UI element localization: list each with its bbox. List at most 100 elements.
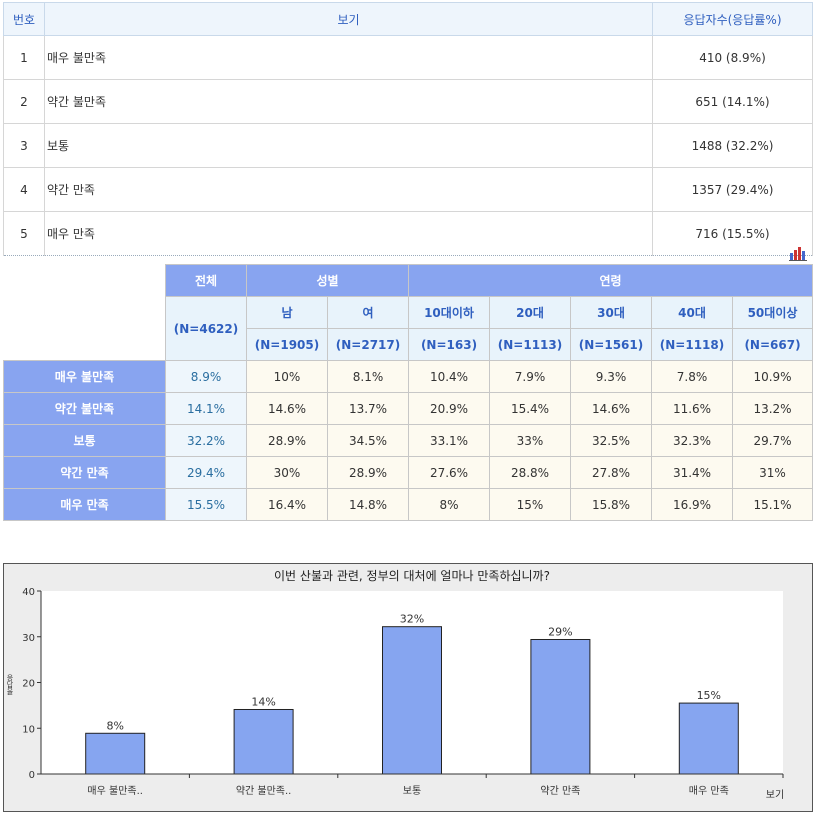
header-option: 보기 — [44, 2, 653, 36]
cell-value: 27.6% — [408, 456, 490, 489]
total-n: (N=4622) — [165, 296, 247, 361]
row-option: 약간 불만족 — [44, 79, 653, 124]
cell-value: 7.8% — [651, 360, 733, 393]
bar — [382, 626, 442, 775]
cell-value: 28.9% — [246, 424, 328, 457]
cell-value: 11.6% — [651, 392, 733, 425]
data-label: 15% — [697, 689, 721, 702]
cell-value: 32.5% — [570, 424, 652, 457]
cell-value: 32.3% — [651, 424, 733, 457]
cell-value: 28.8% — [489, 456, 571, 489]
row-option: 보통 — [44, 123, 653, 168]
cell-value: 15.1% — [732, 488, 813, 521]
age-col-30s: 30대 — [570, 296, 652, 329]
cell-value: 31.4% — [651, 456, 733, 489]
y-tick-label: 10 — [22, 724, 35, 735]
x-tick-label: 보통 — [403, 785, 421, 797]
row-number: 4 — [3, 167, 45, 212]
table-row: 매우 불만족 8.9% 10% 8.1% 10.4% 7.9% 9.3% 7.8… — [3, 360, 813, 393]
cell-value: 13.2% — [732, 392, 813, 425]
row-count: 410 (8.9%) — [652, 35, 813, 80]
x-tick-label: 약간 만족 — [540, 785, 580, 797]
age-n-teens: (N=163) — [408, 328, 490, 361]
cell-value: 28.9% — [327, 456, 409, 489]
bar — [233, 708, 294, 775]
cell-value: 16.4% — [246, 488, 328, 521]
y-tick-label: 40 — [22, 587, 35, 598]
table-row: 4 약간 만족 1357 (29.4%) — [3, 167, 813, 212]
row-number: 1 — [3, 35, 45, 80]
cell-value: 9.3% — [570, 360, 652, 393]
chart-title: 이번 산불과 관련, 정부의 대처에 얼마나 만족하십니까? — [274, 569, 550, 583]
y-tick-label: 30 — [22, 633, 35, 644]
cell-value: 16.9% — [651, 488, 733, 521]
bars: 8% 14% 32% 29% 15% — [85, 613, 739, 775]
bar-chart-panel: 이번 산불과 관련, 정부의 대처에 얼마나 만족하십니까? 0 10 20 30 40… — [3, 563, 813, 812]
gender-col-female: 여 — [327, 296, 409, 329]
row-count: 1488 (32.2%) — [652, 123, 813, 168]
row-total: 14.1% — [165, 392, 247, 425]
total-header: 전체 — [165, 264, 247, 297]
y-axis: 0 10 20 30 40 — [22, 587, 42, 781]
row-option: 매우 만족 — [44, 211, 653, 256]
row-label: 약간 불만족 — [3, 392, 166, 425]
header-number: 번호 — [3, 2, 45, 36]
row-total: 29.4% — [165, 456, 247, 489]
row-label: 매우 만족 — [3, 488, 166, 521]
row-total: 32.2% — [165, 424, 247, 457]
table-row: 약간 불만족 14.1% 14.6% 13.7% 20.9% 15.4% 14.… — [3, 392, 813, 425]
cell-value: 29.7% — [732, 424, 813, 457]
cell-value: 33% — [489, 424, 571, 457]
row-count: 1357 (29.4%) — [652, 167, 813, 212]
cell-value: 8% — [408, 488, 490, 521]
cell-value: 34.5% — [327, 424, 409, 457]
header-count: 응답자수(응답률%) — [652, 2, 813, 36]
table-row: 약간 만족 29.4% 30% 28.9% 27.6% 28.8% 27.8% … — [3, 456, 813, 489]
row-number: 2 — [3, 79, 45, 124]
bar-chart: 이번 산불과 관련, 정부의 대처에 얼마나 만족하십니까? 0 10 20 30 40… — [6, 569, 784, 801]
data-label: 29% — [548, 625, 572, 638]
bar — [678, 702, 739, 775]
data-label: 8% — [106, 719, 123, 732]
cell-value: 15.4% — [489, 392, 571, 425]
row-label: 매우 불만족 — [3, 360, 166, 393]
row-count: 651 (14.1%) — [652, 79, 813, 124]
table-row: 보통 32.2% 28.9% 34.5% 33.1% 33% 32.5% 32.… — [3, 424, 813, 457]
cell-value: 14.6% — [570, 392, 652, 425]
cell-value: 31% — [732, 456, 813, 489]
age-col-50plus: 50대이상 — [732, 296, 813, 329]
cell-value: 27.8% — [570, 456, 652, 489]
table-row: 매우 만족 15.5% 16.4% 14.8% 8% 15% 15.8% 16.… — [3, 488, 813, 521]
age-n-50plus: (N=667) — [732, 328, 813, 361]
cell-value: 14.6% — [246, 392, 328, 425]
table-row: 2 약간 불만족 651 (14.1%) — [3, 79, 813, 124]
data-label: 14% — [251, 695, 275, 708]
row-count: 716 (15.5%) — [652, 211, 813, 256]
x-tick-label: 매우 불만족.. — [87, 785, 143, 797]
age-n-30s: (N=1561) — [570, 328, 652, 361]
cell-value: 8.1% — [327, 360, 409, 393]
table-row: 5 매우 만족 716 (15.5%) — [3, 211, 813, 256]
bar-chart-icon[interactable] — [789, 245, 807, 261]
cell-value: 13.7% — [327, 392, 409, 425]
row-number: 5 — [3, 211, 45, 256]
row-label: 약간 만족 — [3, 456, 166, 489]
row-label: 보통 — [3, 424, 166, 457]
cell-value: 7.9% — [489, 360, 571, 393]
age-n-40s: (N=1118) — [651, 328, 733, 361]
x-axis-label: 보기 — [766, 789, 784, 801]
row-total: 8.9% — [165, 360, 247, 393]
cell-value: 30% — [246, 456, 328, 489]
age-col-20s: 20대 — [489, 296, 571, 329]
cell-value: 10.9% — [732, 360, 813, 393]
y-tick-label: 20 — [22, 679, 35, 690]
row-option: 매우 불만족 — [44, 35, 653, 80]
cell-value: 10.4% — [408, 360, 490, 393]
x-tick-label: 약간 불만족.. — [236, 785, 292, 797]
row-number: 3 — [3, 123, 45, 168]
table-row: 1 매우 불만족 410 (8.9%) — [3, 35, 813, 80]
row-total: 15.5% — [165, 488, 247, 521]
gender-col-male: 남 — [246, 296, 328, 329]
cell-value: 33.1% — [408, 424, 490, 457]
y-tick-label: 0 — [29, 770, 35, 781]
